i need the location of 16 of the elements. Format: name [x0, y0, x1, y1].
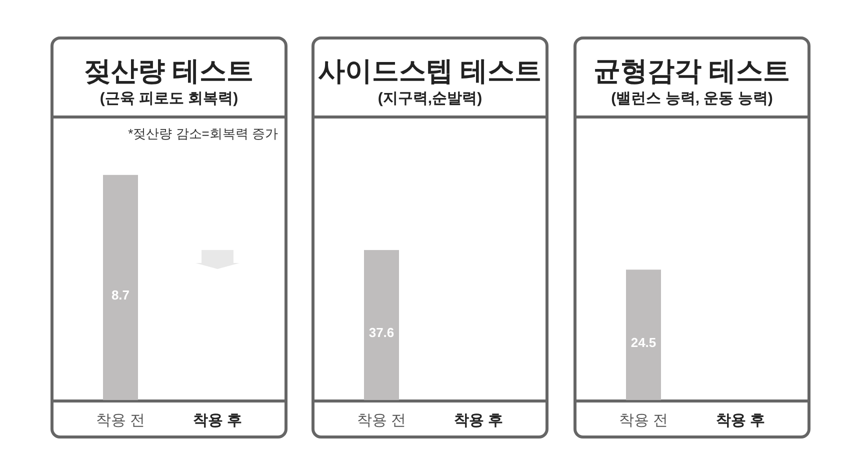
- x-tick-label: 착용 전: [356, 412, 406, 429]
- data-label: 8.7: [111, 287, 130, 302]
- x-tick-label: 착용 후: [192, 412, 242, 429]
- x-tick-label: 착용 후: [716, 412, 766, 429]
- x-tick-label: 착용 전: [618, 412, 668, 429]
- chart-title: 균형감각 테스트: [594, 56, 790, 86]
- chart-subtitle: (지구력,순발력): [378, 90, 482, 107]
- chart-title: 사이드스텝 테스트: [318, 56, 542, 86]
- chart-subtitle: (밸런스 능력, 운동 능력): [611, 90, 773, 107]
- data-label: 37.6: [368, 325, 394, 340]
- chart-title: 젖산량 테스트: [84, 56, 254, 86]
- data-label: 24.5: [630, 334, 656, 350]
- x-tick-label: 착용 전: [96, 412, 146, 429]
- x-tick-label: 착용 후: [454, 412, 504, 429]
- annotation: *젖산량 감소=회복력 증가: [128, 126, 278, 141]
- chart-subtitle: (근육 피로도 회복력): [100, 90, 238, 107]
